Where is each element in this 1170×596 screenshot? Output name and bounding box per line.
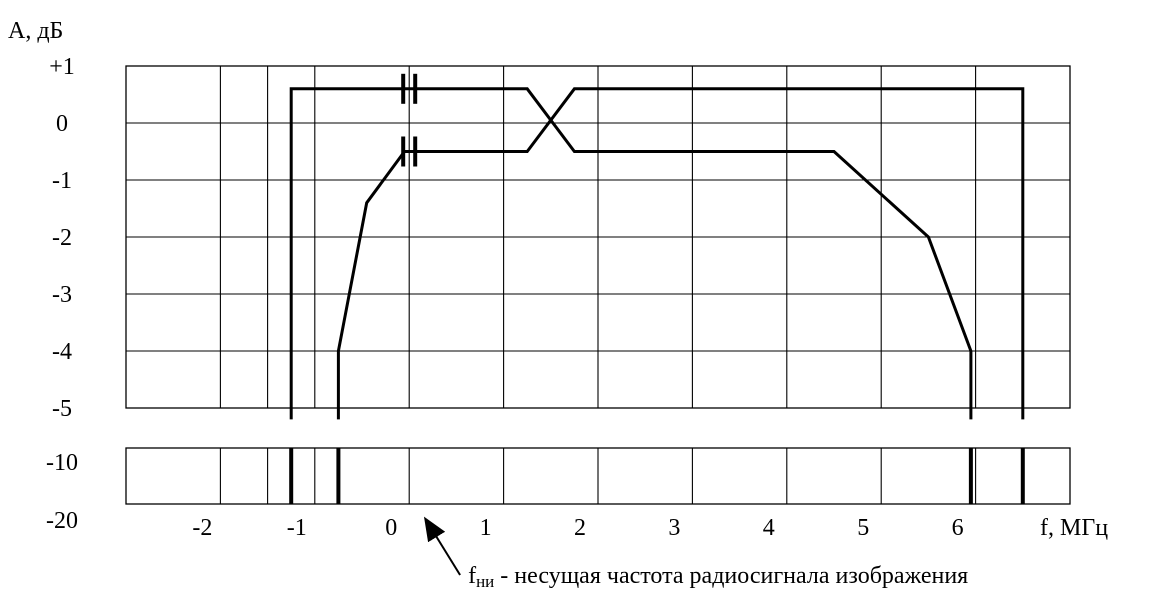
x-tick-label: 3 xyxy=(668,515,680,541)
y-tick-label: -5 xyxy=(52,396,72,422)
y-tick-label: -1 xyxy=(52,168,72,194)
x-tick-label: 5 xyxy=(857,515,869,541)
y-tick-label: -3 xyxy=(52,282,72,308)
y-tick-label: 0 xyxy=(56,111,68,137)
y-tick-label: -20 xyxy=(46,508,78,534)
y-tick-label: -4 xyxy=(52,339,72,365)
x-tick-label: -2 xyxy=(192,515,212,541)
annotation-arrow xyxy=(423,516,461,576)
series-line xyxy=(289,87,973,420)
annotation-text: fни - несущая частота радиосигнала изобр… xyxy=(468,563,968,591)
annotation-description: - несущая частота радиосигнала изображен… xyxy=(494,563,968,589)
carrier-marks xyxy=(401,73,418,167)
annotation-symbol: f xyxy=(468,563,476,589)
carrier-annotation: fни - несущая частота радиосигнала изобр… xyxy=(423,516,968,591)
x-tick-label: 4 xyxy=(763,515,775,541)
x-tick-label: 2 xyxy=(574,515,586,541)
annotation-subscript: ни xyxy=(476,572,494,591)
lower-panel-marks xyxy=(289,448,1025,504)
lower-panel-grid xyxy=(125,447,1071,505)
y-tick-label: -10 xyxy=(46,450,78,476)
x-tick-label: 1 xyxy=(480,515,492,541)
y-axis-label: А, дБ xyxy=(8,18,63,44)
x-tick-label: 6 xyxy=(952,515,964,541)
y-tick-labels: +1 0 -1 -2 -3 -4 -5 -10 -20 xyxy=(46,54,78,534)
x-tick-label: -1 xyxy=(287,515,307,541)
upper-panel-grid xyxy=(125,65,1071,409)
x-tick-label: 0 xyxy=(385,515,397,541)
series-lines xyxy=(289,87,1025,420)
x-axis-label: f, МГц xyxy=(1040,515,1108,541)
y-tick-label: +1 xyxy=(49,54,75,80)
y-tick-label: -2 xyxy=(52,225,72,251)
series-line xyxy=(336,87,1025,420)
x-tick-labels: -2 -1 0 1 2 3 4 5 6 xyxy=(192,515,963,541)
